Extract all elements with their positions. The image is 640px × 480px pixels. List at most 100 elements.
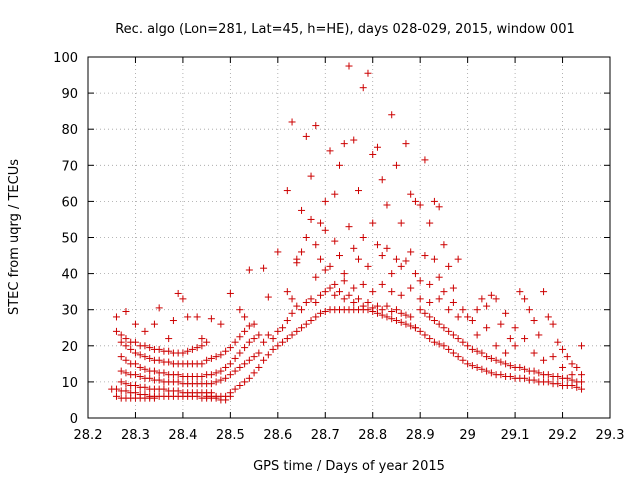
data-point [373, 309, 381, 317]
data-point [226, 360, 234, 368]
data-point [236, 349, 244, 357]
data-point [554, 338, 562, 346]
data-point [241, 327, 249, 335]
data-point [146, 354, 154, 362]
data-point [402, 257, 410, 265]
data-point [288, 331, 296, 339]
data-point [117, 367, 125, 375]
data-point [392, 306, 400, 314]
data-point [212, 353, 220, 361]
y-tick-label: 100 [53, 51, 78, 66]
data-point [388, 111, 396, 119]
data-point [317, 309, 325, 317]
data-point [397, 318, 405, 326]
data-point [345, 291, 353, 299]
data-point [264, 331, 272, 339]
chart-title: Rec. algo (Lon=281, Lat=45, h=HE), days … [115, 22, 575, 37]
data-point [578, 385, 586, 393]
data-point [141, 383, 149, 391]
x-axis-label: GPS time / Days of year 2015 [253, 459, 445, 474]
data-point [378, 252, 386, 260]
data-point [274, 342, 282, 350]
data-point [411, 270, 419, 278]
data-point [483, 324, 491, 332]
data-point [250, 369, 258, 377]
data-point [241, 360, 249, 368]
data-point [160, 369, 168, 377]
data-point [340, 140, 348, 148]
data-point [554, 372, 562, 380]
data-point [383, 201, 391, 209]
data-point [264, 293, 272, 301]
data-point [544, 313, 552, 321]
data-point [307, 172, 315, 180]
data-point [283, 187, 291, 195]
data-point [445, 262, 453, 270]
data-point [350, 136, 358, 144]
data-point [331, 280, 339, 288]
data-point [392, 255, 400, 263]
data-point [217, 376, 225, 384]
data-point [231, 338, 239, 346]
data-point [525, 306, 533, 314]
data-point [231, 367, 239, 375]
data-point [468, 345, 476, 353]
data-point [217, 320, 225, 328]
data-point [340, 277, 348, 285]
data-point [416, 295, 424, 303]
data-point [141, 353, 149, 361]
data-point [250, 320, 258, 328]
data-point [203, 356, 211, 364]
data-point [312, 313, 320, 321]
data-point [122, 342, 130, 350]
y-tick-label: 30 [61, 304, 78, 319]
data-point [497, 371, 505, 379]
data-point [350, 298, 358, 306]
data-point [250, 335, 258, 343]
data-point [397, 309, 405, 317]
y-tick-label: 20 [61, 340, 78, 355]
data-point [369, 150, 377, 158]
data-point [350, 244, 358, 252]
data-point [321, 226, 329, 234]
data-point [364, 298, 372, 306]
data-point [345, 223, 353, 231]
data-point [426, 219, 434, 227]
data-point [369, 288, 377, 296]
data-series [108, 62, 586, 404]
data-point [397, 262, 405, 270]
data-point [150, 320, 158, 328]
data-point [544, 371, 552, 379]
data-point [378, 306, 386, 314]
data-point [340, 295, 348, 303]
data-point [312, 241, 320, 249]
data-point [573, 363, 581, 371]
data-point [264, 351, 272, 359]
data-point [464, 313, 472, 321]
data-point [236, 363, 244, 371]
data-point [449, 331, 457, 339]
data-point [293, 255, 301, 263]
data-point [250, 353, 258, 361]
data-point [127, 345, 135, 353]
data-point [354, 255, 362, 263]
data-point [255, 331, 263, 339]
data-point [136, 363, 144, 371]
data-point [549, 353, 557, 361]
data-point [193, 344, 201, 352]
data-point [449, 349, 457, 357]
data-point [188, 345, 196, 353]
data-point [478, 295, 486, 303]
data-point [165, 335, 173, 343]
data-point [222, 363, 230, 371]
data-point [112, 385, 120, 393]
plot-frame [87, 56, 611, 419]
data-point [407, 190, 415, 198]
grid-lines [88, 57, 610, 418]
data-point [397, 219, 405, 227]
data-point [359, 234, 367, 241]
data-point [336, 161, 344, 169]
x-tick-label: 28.8 [358, 428, 387, 443]
data-point [298, 248, 306, 256]
data-point [260, 338, 268, 346]
